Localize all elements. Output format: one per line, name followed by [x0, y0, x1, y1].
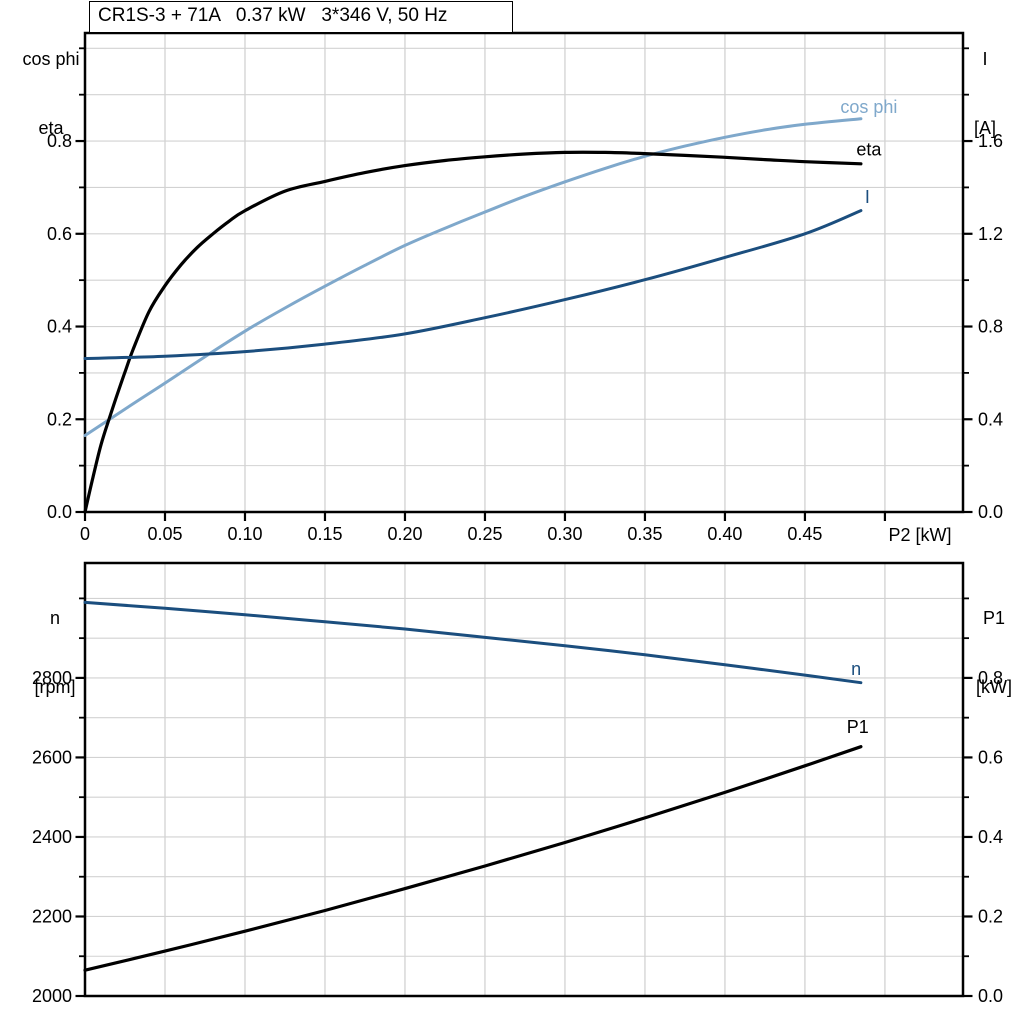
curve-p1	[83, 745, 863, 972]
x-axis-tick-label: 0.35	[627, 524, 662, 544]
left-axis-tick-label: 2400	[32, 827, 72, 847]
left-axis-tick-label: 2800	[32, 668, 72, 688]
right-axis-tick-label: 0.8	[978, 317, 1003, 337]
plot-border	[83, 561, 965, 998]
x-axis-tick-label: 0	[80, 524, 90, 544]
right-axis-tick-label: 0.4	[978, 409, 1003, 429]
curve-cos-phi	[83, 117, 863, 437]
curve-label-cos-phi: cos phi	[840, 97, 897, 117]
right-axis-tick-label: 0.0	[978, 986, 1003, 1006]
curve-eta	[83, 150, 863, 514]
top-right-axis-title: I [A]	[955, 2, 1015, 186]
axis-title-eta: eta	[38, 118, 64, 138]
x-axis-tick-label: 0.10	[227, 524, 262, 544]
right-axis-tick-label: 0.4	[978, 827, 1003, 847]
axis-title-current: I	[982, 49, 988, 69]
left-axis-tick-label: 2200	[32, 906, 72, 926]
axis-title-ampere-unit: [A]	[973, 118, 996, 138]
curve-label-p1: P1	[847, 717, 869, 737]
x-axis-tick-label: 0.05	[147, 524, 182, 544]
x-axis-tick-label: 0.45	[787, 524, 822, 544]
x-axis-tick-label: 0.20	[387, 524, 422, 544]
x-axis-tick-label: 0.30	[547, 524, 582, 544]
left-axis-tick-label: 0.0	[47, 502, 72, 522]
left-axis-tick-label: 0.8	[47, 131, 72, 151]
x-axis-tick-label: 0.15	[307, 524, 342, 544]
top-left-axis-title: cos phi eta	[10, 2, 92, 186]
chart-title-box: CR1S-3 + 71A 0.37 kW 3*346 V, 50 Hz	[89, 1, 513, 33]
axis-title-p1: P1	[982, 608, 1006, 628]
x-axis-tick-label: 0.40	[707, 524, 742, 544]
left-axis-tick-label: 0.6	[47, 224, 72, 244]
curve-label-n: n	[851, 659, 861, 679]
axis-title-cos-phi: cos phi	[22, 49, 80, 69]
plot-border	[83, 31, 965, 514]
axis-title-rpm-unit: [rpm]	[34, 677, 76, 697]
curve-label-i: I	[865, 187, 870, 207]
left-axis-tick-label: 2600	[32, 747, 72, 767]
axis-title-speed: n	[49, 608, 60, 628]
axis-title-kw-unit: [kW]	[976, 677, 1012, 697]
x-axis-label-p2: P2 [kW]	[888, 525, 952, 545]
curve-i	[83, 209, 863, 360]
curve-n	[83, 600, 863, 685]
bottom-right-axis-title: P1 [kW]	[964, 561, 1024, 745]
right-axis-tick-label: 0.6	[978, 747, 1003, 767]
right-axis-tick-label: 1.6	[978, 131, 1003, 151]
right-axis-tick-label: 0.2	[978, 906, 1003, 926]
left-axis-tick-label: 2000	[32, 986, 72, 1006]
bottom-left-axis-title: n [rpm]	[20, 561, 90, 745]
left-axis-tick-label: 0.2	[47, 409, 72, 429]
right-axis-tick-label: 0.0	[978, 502, 1003, 522]
left-axis-tick-label: 0.4	[47, 317, 72, 337]
x-axis-tick-label: 0.25	[467, 524, 502, 544]
right-axis-tick-label: 0.8	[978, 668, 1003, 688]
right-axis-tick-label: 1.2	[978, 224, 1003, 244]
curve-label-eta: eta	[856, 139, 882, 159]
